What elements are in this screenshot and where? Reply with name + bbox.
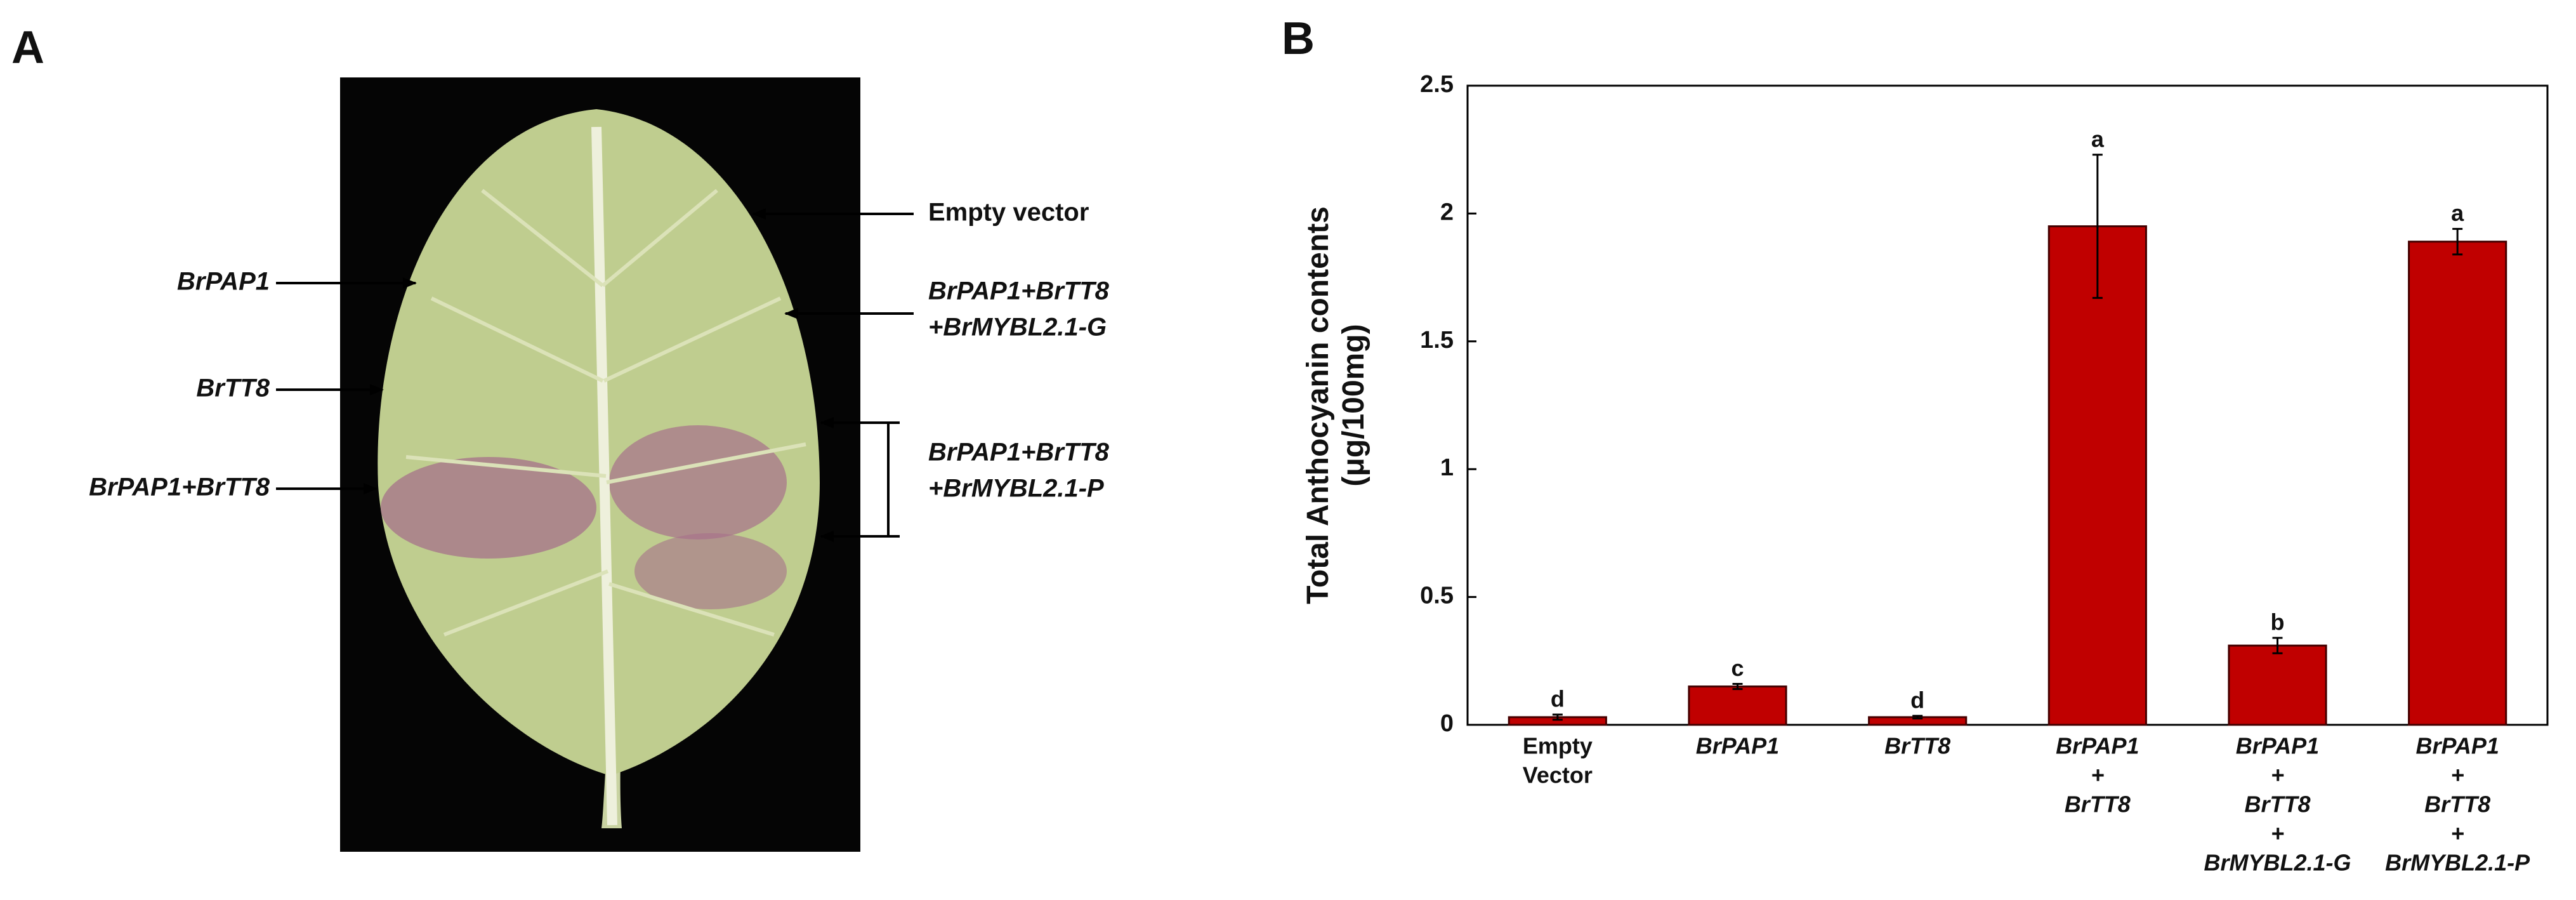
x-tick-label: BrPAP1 [2056,733,2139,759]
leaf-label: +BrMYBL2.1-G [928,314,1107,341]
leaf-label: BrPAP1 [177,268,270,296]
bar [1688,685,1787,726]
x-tick-label: + [2451,762,2464,788]
error-bar [1732,683,1743,691]
bar [2047,225,2147,726]
error-bar [2092,154,2103,299]
x-tick-label: Empty [1523,733,1593,759]
x-tick-label: BrPAP1 [2415,733,2499,759]
x-tick-label: BrTT8 [2424,791,2490,817]
y-axis-label: Total Anthocyanin contents(μg/100mg) [1301,206,1370,604]
y-tick-label: 2.5 [1420,71,1454,98]
significance-letter: b [2271,609,2285,635]
y-tick-label: 1.5 [1420,327,1454,354]
x-tick-label: + [2451,821,2464,847]
error-bar [2272,637,2283,654]
y-tick-label: 0 [1440,710,1454,737]
leaf-label: +BrMYBL2.1-P [928,475,1104,503]
error-bar [1552,713,1563,721]
leaf-label: BrPAP1+BrTT8 [928,277,1110,305]
bar [2228,644,2327,726]
y-axis-label-line: Total Anthocyanin contents [1301,206,1335,604]
y-tick-label: 1 [1440,454,1454,481]
x-tick-label: BrTT8 [2244,791,2310,817]
significance-letter: c [1731,655,1744,681]
x-tick-label: + [2271,762,2284,788]
leaf-label: BrPAP1+BrTT8 [928,439,1110,467]
leaf-label: BrTT8 [196,374,270,402]
x-tick-label: BrTT8 [2065,791,2131,817]
x-tick-label: + [2091,762,2104,788]
plot-frame [1466,84,2549,726]
x-tick-label: BrPAP1 [2236,733,2319,759]
significance-letter: d [1910,687,1924,713]
x-tick-label: BrPAP1 [1696,733,1779,759]
y-tick-label: 0.5 [1420,583,1454,609]
bar [2408,241,2507,726]
panel-letter: B [1282,13,1315,64]
y-axis-label-line: (μg/100mg) [1337,324,1370,486]
significance-letter: a [2091,126,2105,152]
x-tick-label: BrTT8 [1884,733,1950,759]
x-tick-label: Vector [1523,762,1593,788]
error-bar [1912,715,1923,720]
leaf-label: BrPAP1+BrTT8 [89,473,270,501]
significance-letter: a [2451,200,2464,226]
error-bar [2452,228,2463,256]
panel-letter: A [11,22,44,73]
significance-letter: d [1551,685,1565,711]
x-tick-label: + [2271,821,2284,847]
x-tick-label: BrMYBL2.1-G [2204,850,2351,876]
x-tick-label: BrMYBL2.1-P [2385,850,2530,876]
bracket [887,421,900,538]
leaf-label: Empty vector [928,199,1089,227]
y-tick-label: 2 [1440,199,1454,225]
leaf-photo [340,77,860,852]
